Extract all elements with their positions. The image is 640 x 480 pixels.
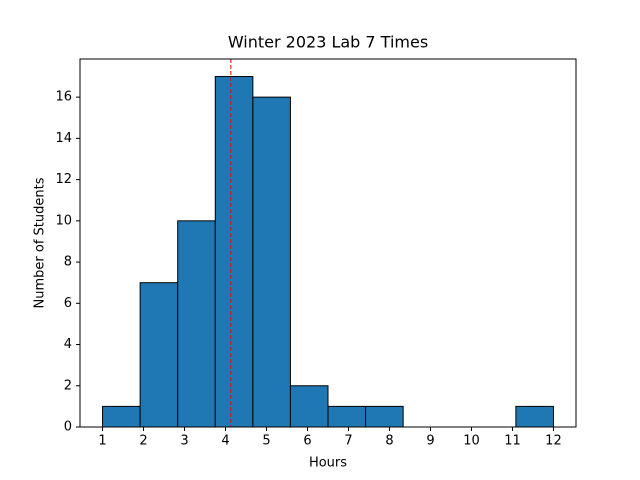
x-tick-label: 4 xyxy=(221,434,229,449)
y-tick-label: 16 xyxy=(55,90,72,105)
x-tick-label: 11 xyxy=(504,434,521,449)
plot-frame xyxy=(79,58,577,428)
bar xyxy=(515,405,554,428)
y-tick-label: 6 xyxy=(64,296,72,311)
x-tick-label: 10 xyxy=(463,434,480,449)
chart-title: Winter 2023 Lab 7 Times xyxy=(228,33,428,52)
x-tick-label: 12 xyxy=(545,434,562,449)
bar xyxy=(252,96,291,428)
y-tick-label: 8 xyxy=(64,255,72,270)
bar xyxy=(365,405,404,428)
bar xyxy=(177,220,216,428)
x-tick-label: 2 xyxy=(139,434,147,449)
x-tick-label: 1 xyxy=(98,434,106,449)
bar xyxy=(139,282,179,428)
x-tick-label: 5 xyxy=(262,434,270,449)
y-tick-label: 14 xyxy=(55,131,72,146)
x-tick-label: 9 xyxy=(426,434,434,449)
x-tick-label: 8 xyxy=(385,434,393,449)
y-tick-label: 2 xyxy=(64,378,72,393)
x-axis-label: Hours xyxy=(309,456,347,471)
bar xyxy=(327,405,367,428)
y-tick-label: 12 xyxy=(55,172,72,187)
bar xyxy=(289,385,329,428)
y-tick-label: 10 xyxy=(55,213,72,228)
bar xyxy=(102,405,141,428)
x-tick-label: 7 xyxy=(344,434,352,449)
x-tick-label: 6 xyxy=(303,434,311,449)
bar xyxy=(214,76,254,428)
y-tick-label: 0 xyxy=(64,420,72,435)
x-tick-label: 3 xyxy=(180,434,188,449)
y-tick-label: 4 xyxy=(64,337,72,352)
y-axis-label: Number of Students xyxy=(33,177,48,308)
